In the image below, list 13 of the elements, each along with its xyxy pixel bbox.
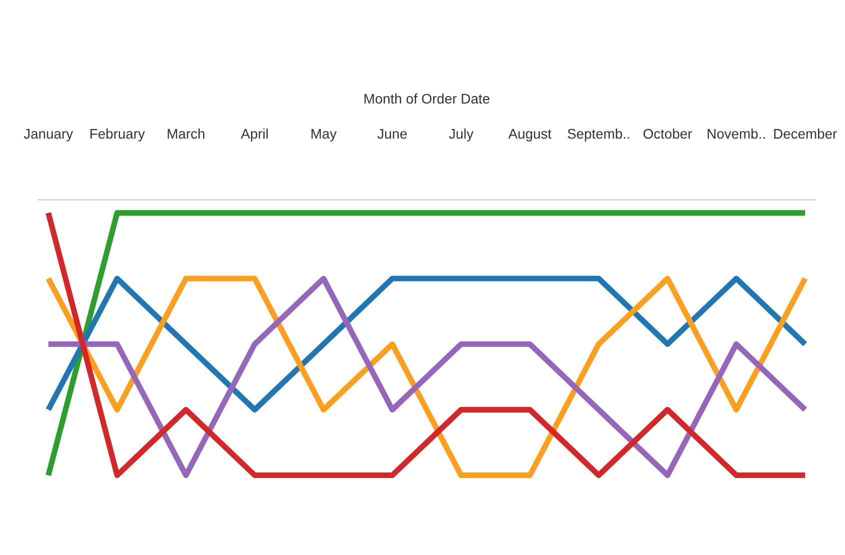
x-tick-label: May — [312, 129, 337, 142]
x-tick-label: July — [448, 128, 474, 142]
x-tick-label: October — [643, 128, 692, 139]
x-tick-label: June — [377, 129, 407, 139]
x-tick-label: March — [168, 128, 204, 139]
x-tick-label: August — [508, 129, 552, 142]
x-axis-title: Month of Order Date — [364, 93, 490, 104]
x-tick-label: January — [24, 129, 74, 142]
x-tick-label: Septemb.. — [568, 128, 630, 142]
x-tick-label: December — [774, 128, 837, 139]
x-tick-label: February — [90, 128, 145, 142]
x-tick-label: April — [240, 128, 268, 142]
x-tick-label: Novemb.. — [708, 128, 765, 139]
